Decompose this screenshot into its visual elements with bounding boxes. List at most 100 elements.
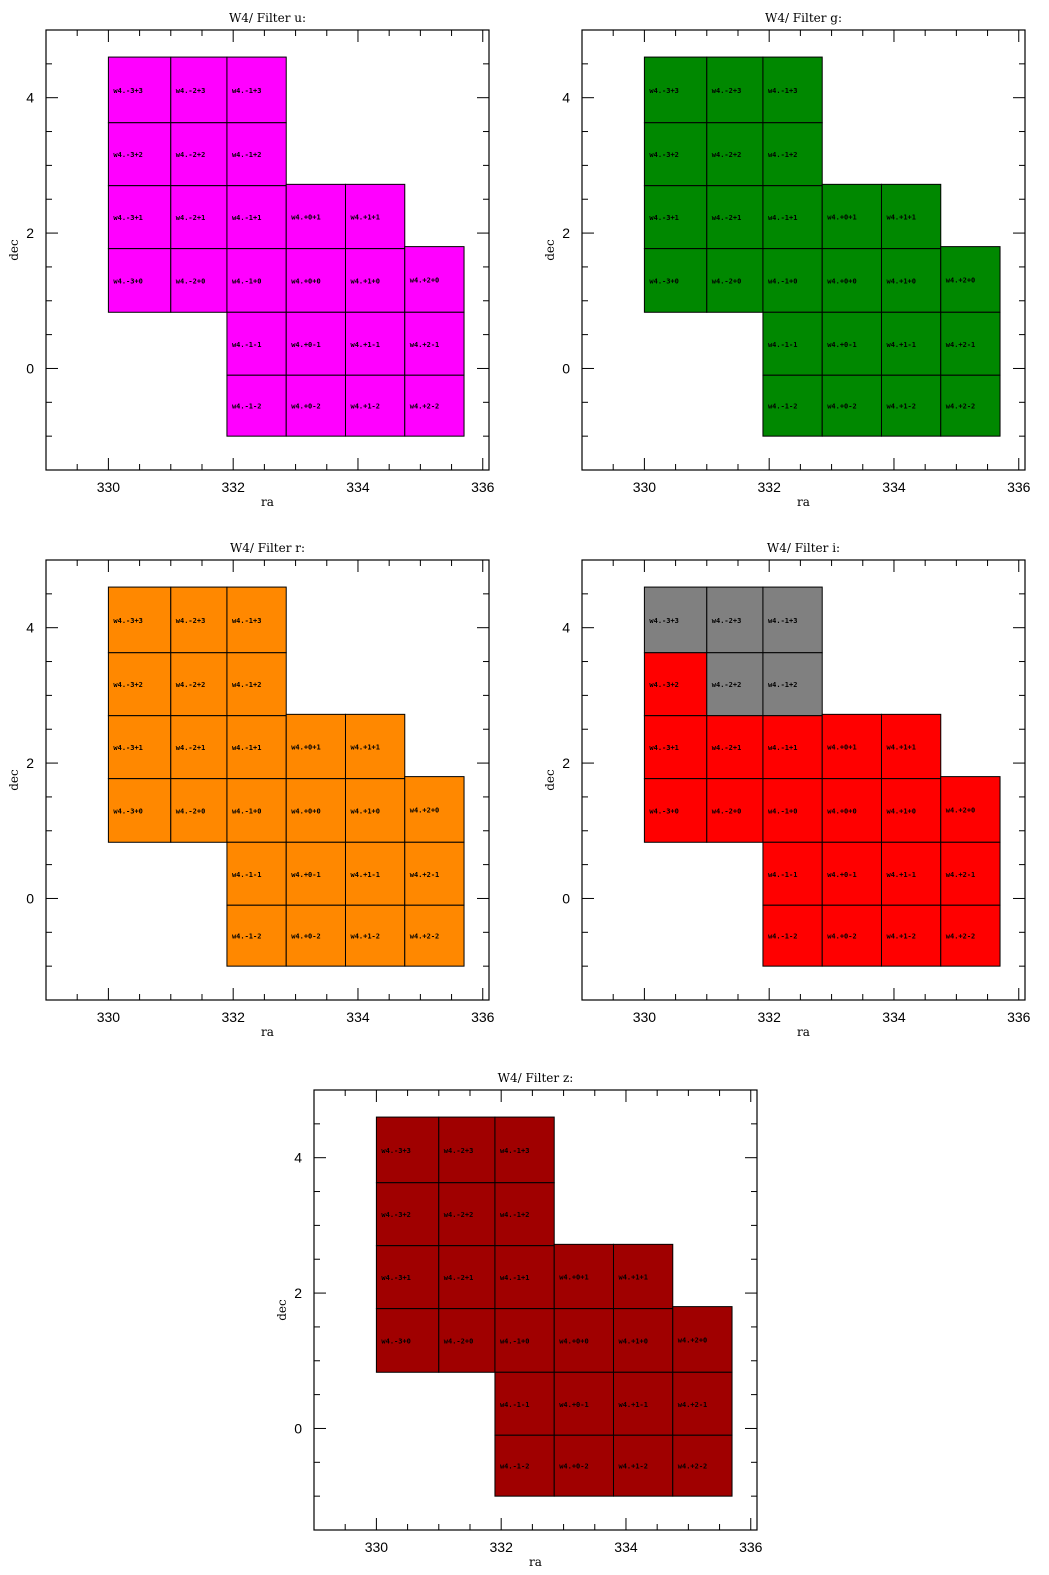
tile-label: w4.-1+3: [768, 87, 798, 95]
tile: [706, 652, 764, 717]
tile: [762, 652, 823, 717]
tile-label: w4.-1+1: [500, 1274, 530, 1282]
tile-label: w4.-3+3: [381, 1147, 411, 1155]
x-tick-label: 330: [97, 1009, 121, 1025]
tile-label: w4.-1+2: [232, 151, 262, 159]
x-tick-label: 334: [882, 479, 906, 495]
tile-label: w4.+1-2: [350, 933, 380, 941]
tile: [553, 1371, 614, 1436]
tile-label: w4.+1-1: [350, 341, 380, 349]
tile: [643, 586, 708, 654]
tile: [344, 311, 406, 376]
tile-label: w4.+0+0: [827, 277, 857, 285]
tile-label: w4.-1-2: [500, 1463, 530, 1471]
x-tick-label: 336: [471, 479, 495, 495]
tile-label: w4.-2+2: [444, 1211, 474, 1219]
tile-label: w4.+1-2: [618, 1463, 648, 1471]
tile-label: w4.-2+3: [712, 617, 742, 625]
tile-label: w4.-3+1: [381, 1274, 411, 1282]
tile-label: w4.+0-2: [559, 1463, 589, 1471]
x-tick-label: 330: [633, 1009, 657, 1025]
tile: [494, 1371, 555, 1436]
tile-label: w4.+0+1: [291, 213, 321, 221]
tile: [940, 776, 1001, 843]
y-tick-label: 2: [294, 1285, 302, 1301]
tile-label: w4.-2+1: [176, 744, 206, 752]
tile-label: w4.-3+3: [649, 617, 679, 625]
tile-label: w4.+0+1: [827, 743, 857, 751]
tile: [226, 56, 287, 124]
tile: [494, 1434, 555, 1497]
tile: [494, 1308, 555, 1373]
tile-label: w4.-3+1: [649, 214, 679, 222]
tile: [706, 122, 764, 187]
tile-label: w4.-3+3: [649, 87, 679, 95]
y-tick-label: 4: [294, 1150, 302, 1166]
tile-label: w4.-1+3: [500, 1147, 530, 1155]
y-tick-label: 0: [294, 1420, 302, 1436]
tile-label: w4.-3+1: [113, 214, 143, 222]
tile: [762, 374, 823, 437]
tile-label: w4.+0-1: [827, 871, 857, 879]
tile-label: w4.-1-2: [232, 933, 262, 941]
tile: [107, 56, 172, 124]
tile: [285, 374, 346, 437]
x-axis-label: ra: [797, 495, 810, 509]
x-tick-label: 332: [758, 479, 782, 495]
tile: [612, 1371, 674, 1436]
x-tick-label: 330: [633, 479, 657, 495]
x-axis-label: ra: [529, 1555, 542, 1569]
tile-label: w4.-2+0: [176, 277, 206, 285]
tile: [226, 586, 287, 654]
tile-label: w4.+2-1: [410, 871, 440, 879]
tile-label: w4.+0-2: [291, 933, 321, 941]
tile: [226, 311, 287, 376]
tile: [821, 904, 882, 967]
tile-label: w4.+0+1: [291, 743, 321, 751]
tile-label: w4.-3+0: [381, 1337, 411, 1345]
tile-label: w4.+2-2: [410, 403, 440, 411]
tile-label: w4.+0-1: [291, 871, 321, 879]
tile-label: w4.-1+0: [232, 277, 262, 285]
tile-label: w4.+0-2: [827, 403, 857, 411]
tile: [226, 122, 287, 187]
tile-label: w4.-2+2: [712, 681, 742, 689]
tile-label: w4.-1+3: [768, 617, 798, 625]
panel-title: W4/ Filter g:: [765, 11, 842, 25]
plot-frame: [581, 29, 1026, 471]
tile-label: w4.-3+0: [649, 277, 679, 285]
x-tick-label: 330: [97, 479, 121, 495]
tile-label: w4.-2+1: [712, 214, 742, 222]
tile-label: w4.+2-1: [946, 871, 976, 879]
x-tick-label: 334: [346, 479, 370, 495]
tile: [940, 904, 1001, 967]
x-axis-label: ra: [797, 1025, 810, 1039]
tile: [762, 586, 823, 654]
plot-frame: [313, 1089, 758, 1531]
tile: [643, 56, 708, 124]
tile: [762, 122, 823, 187]
tile-label: w4.+1+1: [618, 1273, 648, 1281]
tile-label: w4.-1-1: [232, 341, 262, 349]
tile-label: w4.-1+0: [768, 277, 798, 285]
tile: [404, 776, 465, 843]
tile: [344, 904, 406, 967]
tile-label: w4.+1+0: [350, 807, 380, 815]
tile-label: w4.-3+2: [113, 681, 143, 689]
y-tick-label: 0: [562, 890, 570, 906]
panel-title: W4/ Filter i:: [767, 541, 840, 555]
tile: [643, 778, 708, 843]
tile: [375, 1245, 440, 1310]
tile: [672, 1434, 733, 1497]
tile: [821, 183, 882, 250]
x-tick-label: 332: [490, 1539, 514, 1555]
tile-label: w4.-1+3: [232, 87, 262, 95]
tile-label: w4.-3+2: [381, 1211, 411, 1219]
tile-label: w4.-3+1: [113, 744, 143, 752]
tile-label: w4.-2+2: [176, 151, 206, 159]
tile: [880, 374, 942, 437]
tile: [107, 248, 172, 313]
tile: [344, 713, 406, 780]
tile: [404, 904, 465, 967]
tile: [940, 311, 1001, 376]
